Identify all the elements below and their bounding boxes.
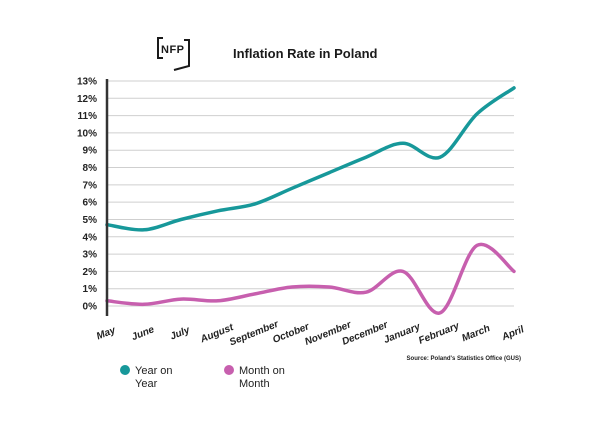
x-tick-label: September: [228, 318, 281, 348]
logo-bracket-left: [157, 37, 163, 59]
legend-swatch: [224, 365, 234, 375]
legend-label: Year on Year: [135, 365, 173, 390]
y-tick-label: 5%: [83, 215, 98, 226]
x-tick-label: April: [500, 324, 526, 343]
source-note: Source: Poland's Statistics Office (GUS): [407, 356, 521, 362]
y-tick-label: 12%: [77, 94, 97, 105]
x-tick-label: July: [169, 325, 192, 343]
series-lines: [105, 86, 516, 315]
x-tick-label: March: [460, 323, 491, 344]
series-line-1: [105, 242, 516, 315]
x-tick-label: June: [130, 324, 156, 343]
y-tick-label: 6%: [83, 198, 98, 209]
chart-title: Inflation Rate in Poland: [233, 46, 378, 61]
x-axis-ticks: May June July AugustSeptemberOctoberNovembe…: [95, 318, 526, 348]
nfp-logo: NFP: [157, 37, 190, 71]
legend: Year on Year Month on Month: [120, 365, 285, 390]
y-tick-label: 9%: [83, 146, 98, 157]
y-tick-label: 7%: [83, 180, 98, 191]
grid-lines: [107, 80, 514, 307]
logo-text: NFP: [161, 44, 185, 56]
y-tick-label: 1%: [83, 284, 98, 295]
y-tick-label: 3%: [83, 250, 98, 261]
x-tick-label: May: [95, 325, 118, 343]
y-tick-label: 11%: [78, 111, 98, 122]
x-tick-label: February: [417, 320, 461, 346]
series-line-0: [105, 86, 516, 232]
y-tick-label: 0%: [83, 302, 98, 313]
y-tick-label: 13%: [77, 77, 97, 88]
x-tick-label: January: [382, 321, 422, 346]
y-tick-label: 10%: [77, 128, 97, 139]
legend-label: Month on Month: [239, 365, 285, 390]
y-axis-ticks: 0% 1% 2% 3% 4% 5% 6% 7% 8% 9% 10% 11% 12% 13%: [77, 77, 97, 313]
logo-bracket-right: [173, 39, 190, 71]
y-tick-label: 2%: [83, 267, 98, 278]
y-tick-label: 4%: [83, 232, 98, 243]
legend-swatch: [120, 365, 130, 375]
y-tick-label: 8%: [83, 163, 98, 174]
